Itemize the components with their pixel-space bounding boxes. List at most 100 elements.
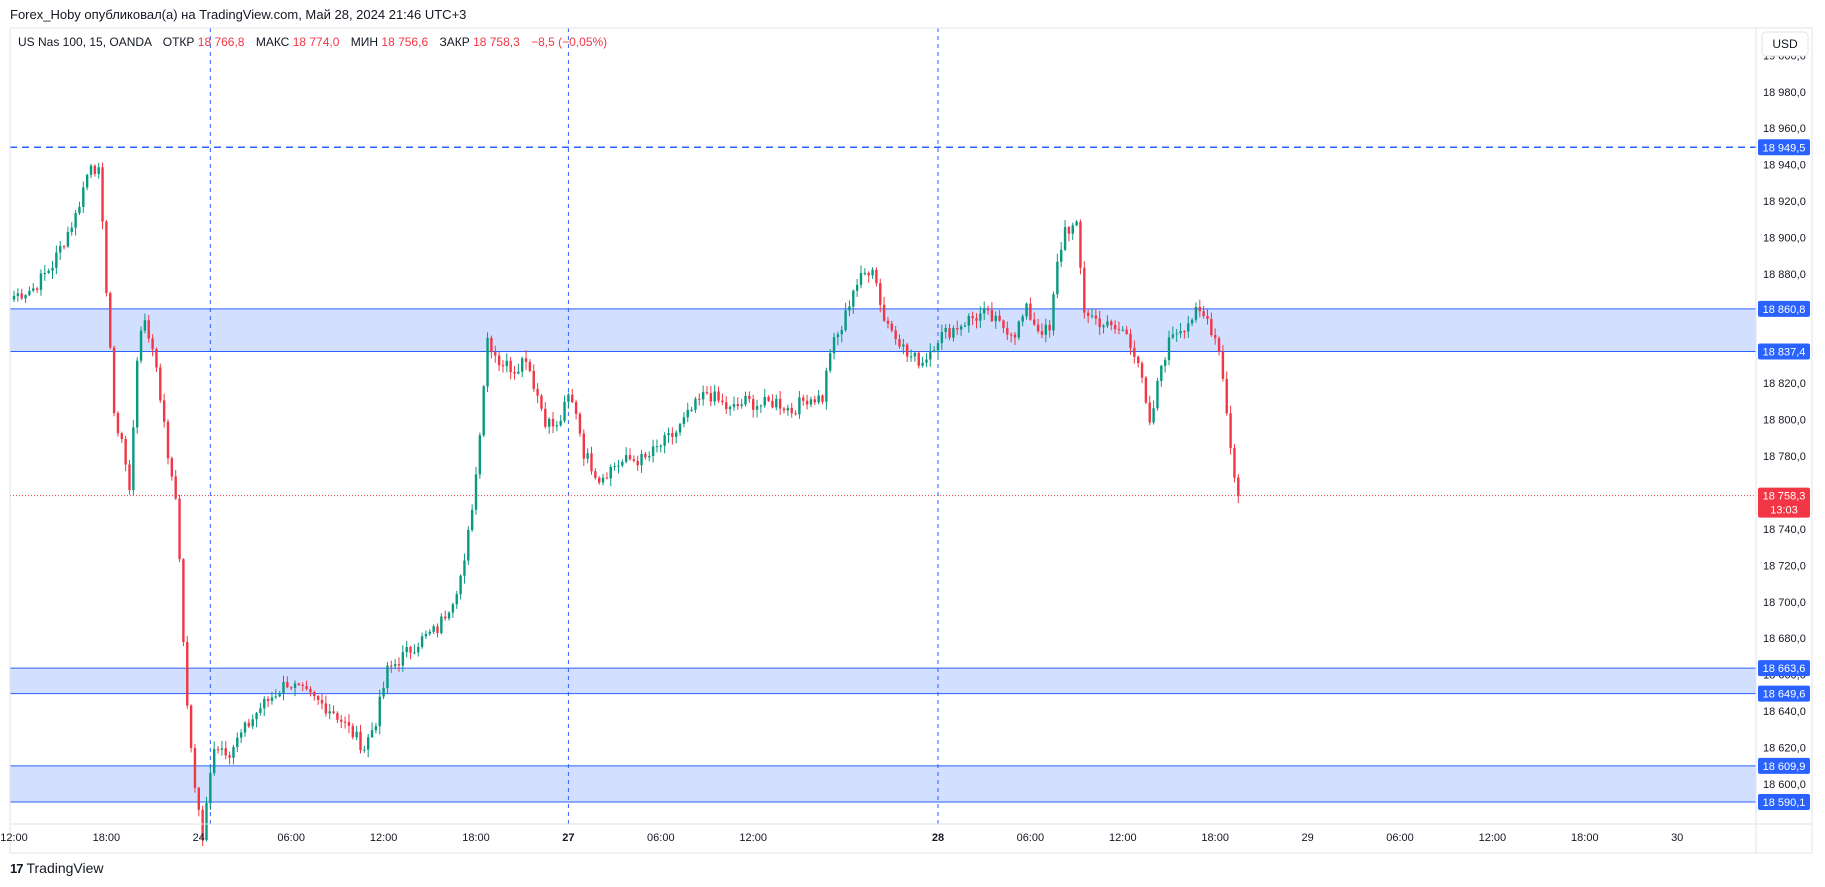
- candle-bullish: [1075, 221, 1078, 226]
- time-tick-label: 18:00: [1201, 832, 1229, 844]
- candle-bearish: [336, 713, 339, 720]
- legend-close-label: ЗАКР: [439, 35, 469, 49]
- candle-bullish: [470, 509, 474, 530]
- candle-bearish: [782, 408, 786, 411]
- candle-bullish: [263, 698, 266, 709]
- candle-bearish: [409, 647, 412, 653]
- candle-bearish: [813, 399, 816, 403]
- candle-bearish: [247, 722, 251, 727]
- candle-bearish: [1094, 315, 1098, 319]
- zone-top-badge: [1758, 757, 1810, 774]
- candle-bearish: [1198, 307, 1201, 312]
- candle-bearish: [1098, 318, 1101, 328]
- candle-bearish: [397, 664, 401, 666]
- candle-bullish: [651, 446, 655, 457]
- candle-bullish: [97, 167, 100, 174]
- candle-bearish: [1210, 318, 1213, 336]
- candle-bullish: [817, 395, 820, 403]
- candles-layer: [12, 162, 1240, 847]
- currency-button[interactable]: USD: [1761, 31, 1809, 57]
- candle-bearish: [1036, 324, 1040, 332]
- tradingview-logo[interactable]: 17 TradingView: [10, 860, 104, 876]
- time-tick-label: 18:00: [462, 832, 490, 844]
- candle-bullish: [686, 409, 689, 418]
- candle-bearish: [186, 642, 189, 706]
- candle-bearish: [998, 315, 1001, 321]
- candle-bullish: [994, 315, 997, 322]
- candle-bullish: [655, 446, 659, 448]
- time-tick-label: 06:00: [1017, 832, 1045, 844]
- price-tick-label: 18 600,0: [1763, 779, 1806, 791]
- candle-bullish: [648, 456, 651, 458]
- candle-bearish: [1113, 325, 1117, 330]
- candle-bearish: [301, 684, 304, 687]
- candle-bullish: [640, 453, 643, 466]
- candle-bullish: [1025, 303, 1028, 317]
- candle-bullish: [940, 332, 944, 344]
- candle-bearish: [528, 361, 532, 371]
- candle-bullish: [871, 269, 874, 276]
- zone-top-badge-text: 18 609,9: [1763, 761, 1806, 773]
- candle-bearish: [1125, 329, 1128, 334]
- candle-bearish: [105, 221, 108, 294]
- candle-bearish: [501, 365, 505, 367]
- legend-high-value: 18 774,0: [293, 35, 340, 49]
- candle-bearish: [290, 687, 293, 689]
- candle-bullish: [355, 731, 358, 738]
- candle-bearish: [532, 370, 535, 389]
- candle-bearish: [551, 418, 555, 427]
- price-tick-label: 18 880,0: [1763, 269, 1806, 281]
- candle-bearish: [717, 391, 720, 401]
- candle-bearish: [1133, 347, 1136, 357]
- candle-bearish: [594, 471, 597, 478]
- candle-bullish: [428, 631, 431, 634]
- candle-bullish: [274, 696, 277, 698]
- candle-bullish: [232, 746, 235, 758]
- price-tick-label: 18 960,0: [1763, 123, 1806, 135]
- candle-bullish: [370, 730, 374, 738]
- candle-bearish: [390, 665, 393, 667]
- candle-bearish: [1048, 324, 1051, 331]
- candle-bullish: [775, 398, 778, 408]
- candle-bearish: [582, 433, 585, 459]
- candle-bullish: [521, 358, 524, 372]
- candle-bullish: [255, 712, 258, 720]
- candle-bearish: [721, 400, 724, 403]
- candle-bearish: [1067, 227, 1071, 234]
- candle-bearish: [748, 395, 751, 400]
- candle-bearish: [632, 459, 636, 461]
- candle-bearish: [917, 352, 920, 366]
- candle-bullish: [601, 477, 605, 483]
- time-tick-label: 18:00: [93, 832, 121, 844]
- candle-bearish: [347, 722, 351, 726]
- candle-bullish: [728, 406, 732, 410]
- time-tick-label: 24: [193, 832, 205, 844]
- candle-bearish: [540, 395, 543, 409]
- candle-bearish: [182, 559, 185, 643]
- zone-layer: [10, 308, 1756, 803]
- candle-bullish: [251, 719, 254, 727]
- candle-bearish: [1029, 303, 1032, 320]
- candle-bearish: [1144, 377, 1148, 403]
- candle-bullish: [12, 295, 16, 300]
- candle-bullish: [913, 352, 917, 357]
- zone-bottom-badge: [1758, 343, 1810, 360]
- candle-bearish: [875, 269, 878, 284]
- candle-bearish: [986, 308, 990, 311]
- candle-bullish: [474, 474, 478, 510]
- candle-bullish: [239, 732, 243, 738]
- candle-bearish: [193, 747, 197, 788]
- candle-bearish: [224, 748, 227, 756]
- last-price-text: 18 758,3: [1763, 491, 1806, 503]
- legend-open-label: ОТКР: [163, 35, 195, 49]
- candle-bullish: [663, 435, 666, 446]
- candle-bearish: [578, 413, 582, 434]
- candle-bullish: [39, 273, 43, 290]
- price-tick-label: 18 740,0: [1763, 524, 1806, 536]
- candle-bullish: [755, 406, 759, 410]
- candle-bearish: [1137, 356, 1140, 364]
- candle-bullish: [932, 350, 936, 352]
- candle-bullish: [902, 344, 905, 347]
- candle-bearish: [201, 809, 204, 841]
